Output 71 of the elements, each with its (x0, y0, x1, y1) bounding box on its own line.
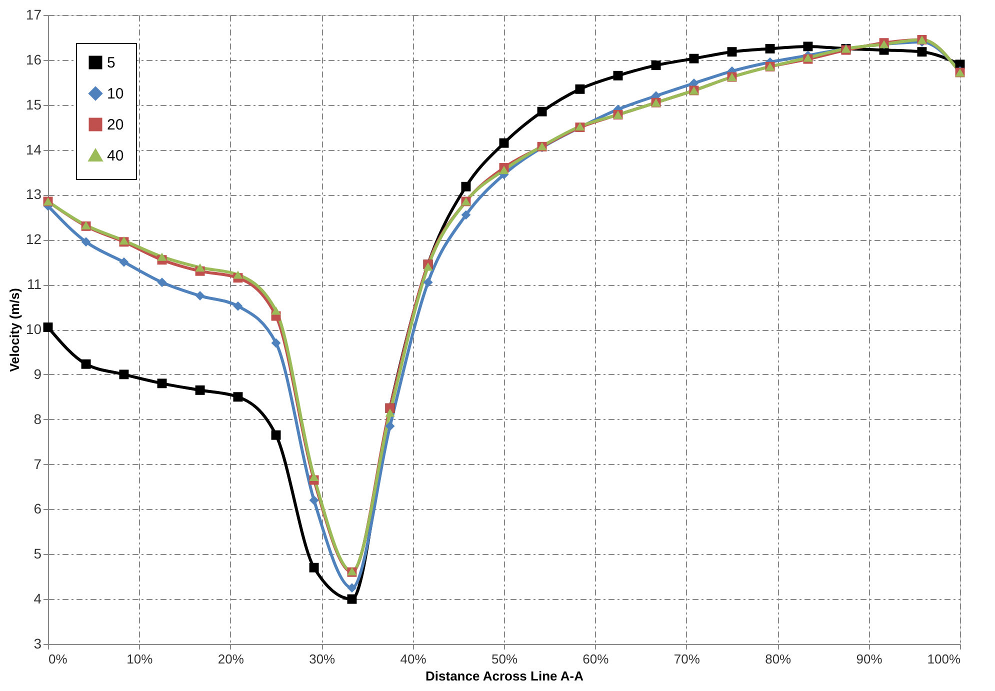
x-tick-label: 30% (309, 652, 336, 666)
point (803, 42, 813, 52)
point (917, 47, 927, 57)
point (613, 70, 623, 80)
point (309, 562, 319, 572)
x-axis-title: Distance Across Line A-A (426, 668, 584, 684)
y-axis-title: Velocity (m/s) (6, 288, 22, 372)
point (157, 278, 167, 288)
point (271, 430, 281, 440)
point (271, 338, 281, 348)
point (689, 54, 699, 64)
x-tick-label: 0% (48, 652, 68, 666)
x-tick-label: 60% (582, 652, 610, 666)
x-tick-label: 10% (126, 652, 154, 666)
point (119, 370, 129, 380)
point (195, 385, 205, 395)
y-tick-label: 13 (26, 186, 42, 202)
point (271, 306, 281, 315)
point (233, 270, 243, 279)
legend-label: 10 (107, 86, 124, 102)
x-tick-label: 70% (674, 652, 700, 666)
point (195, 263, 205, 272)
point (195, 291, 205, 301)
y-tick-label: 14 (26, 141, 42, 158)
y-tick-label: 9 (34, 366, 42, 382)
point (727, 47, 737, 57)
point (43, 322, 53, 332)
point (347, 594, 357, 604)
y-tick-label: 12 (26, 231, 42, 248)
point (81, 359, 91, 369)
x-tick-label: 40% (400, 652, 427, 666)
point (461, 210, 471, 220)
point (651, 60, 661, 70)
x-tick-label: 100% (927, 652, 961, 666)
point (233, 392, 243, 402)
point (499, 138, 509, 148)
y-tick-label: 16 (26, 51, 42, 68)
point (385, 421, 395, 431)
point (157, 252, 167, 261)
point (423, 278, 433, 288)
legend-label: 40 (107, 148, 124, 164)
y-tick-label: 15 (26, 96, 42, 112)
y-tick-label: 4 (34, 590, 42, 607)
point (157, 378, 167, 388)
point (385, 408, 395, 417)
y-tick-label: 8 (34, 410, 42, 427)
point (575, 84, 585, 94)
point (347, 583, 357, 593)
point (119, 257, 129, 267)
point (499, 166, 509, 174)
point (233, 301, 243, 311)
x-tick-label: 80% (765, 652, 792, 666)
point (765, 44, 775, 54)
y-tick-label: 7 (34, 456, 42, 472)
x-tick-label: 20% (218, 652, 244, 666)
point (461, 182, 471, 192)
y-tick-label: 6 (34, 500, 42, 517)
y-tick-label: 3 (34, 636, 42, 652)
point (309, 472, 319, 481)
y-tick-label: 10 (26, 321, 42, 337)
legend-label: 5 (107, 54, 116, 72)
point (309, 495, 319, 505)
y-tick-label: 5 (34, 546, 42, 562)
point (537, 106, 547, 116)
point (423, 262, 433, 271)
x-tick-label: 90% (856, 652, 883, 666)
y-tick-label: 17 (26, 6, 42, 22)
x-tick-label: 50% (491, 652, 518, 666)
y-tick-label: 11 (26, 276, 42, 292)
point (81, 237, 91, 247)
legend-label: 20 (107, 116, 124, 134)
